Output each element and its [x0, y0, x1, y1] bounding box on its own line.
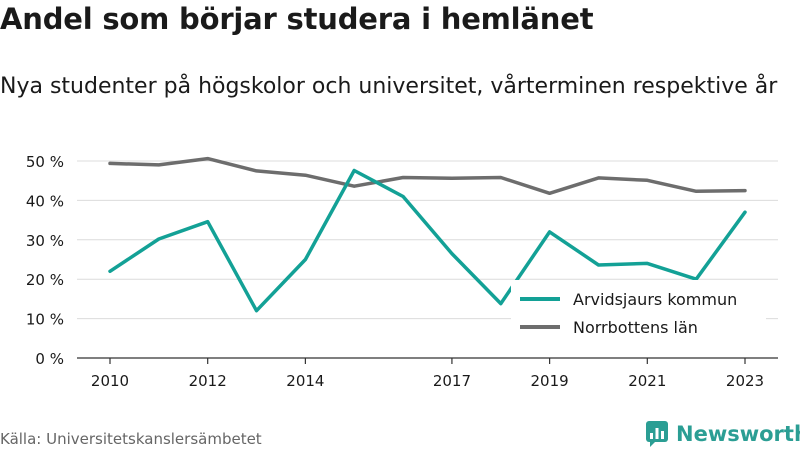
series-line-arvidsjaur — [108, 168, 747, 313]
y-tick-label: 30 % — [26, 232, 64, 250]
y-tick-label: 10 % — [26, 311, 64, 329]
y-tick-label: 40 % — [26, 192, 64, 210]
y-tick-label: 50 % — [26, 153, 64, 171]
series-line-norrbotten — [108, 156, 747, 196]
legend-label: Norrbottens län — [573, 318, 698, 337]
newsworthy-logo-icon — [646, 421, 668, 447]
x-tick-label: 2019 — [531, 372, 569, 390]
y-tick-label: 0 % — [35, 350, 64, 368]
x-tick-label: 2023 — [726, 372, 764, 390]
x-tick-label: 2017 — [433, 372, 471, 390]
brand-logo: Newsworthy — [646, 420, 800, 448]
x-tick-label: 2021 — [628, 372, 666, 390]
x-tick-label: 2012 — [189, 372, 227, 390]
legend-box — [511, 280, 766, 342]
legend-label: Arvidsjaurs kommun — [573, 290, 737, 309]
y-tick-label: 20 % — [26, 271, 64, 289]
brand-name: Newsworthy — [676, 422, 800, 446]
chart-subtitle: Nya studenter på högskolor och universit… — [0, 74, 778, 99]
x-tick-label: 2010 — [91, 372, 129, 390]
chart-title: Andel som börjar studera i hemlänet — [0, 2, 594, 36]
source-note: Källa: Universitetskanslersämbetet — [0, 430, 262, 448]
x-tick-label: 2014 — [286, 372, 324, 390]
